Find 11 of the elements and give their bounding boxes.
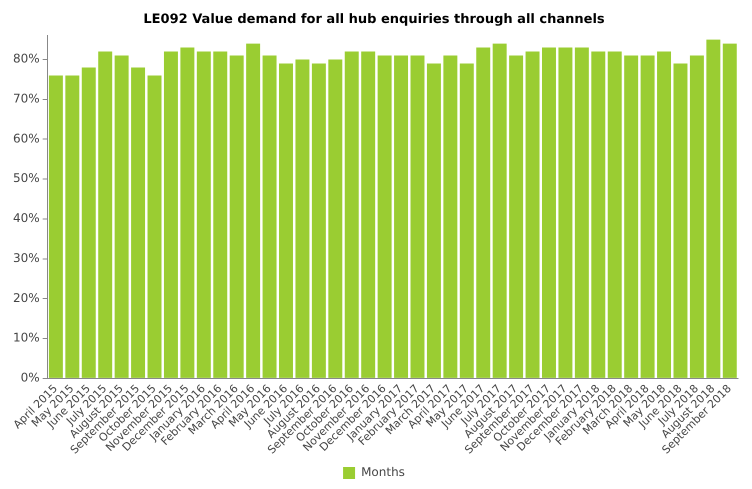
- y-tick-label: 80%: [13, 52, 40, 66]
- y-tick-label: 30%: [13, 250, 40, 265]
- y-tick-label: 40%: [13, 211, 40, 226]
- y-tick-label: 0%: [20, 370, 40, 385]
- y-tick-label: 10%: [13, 330, 40, 345]
- y-tick-label: 60%: [13, 131, 40, 146]
- legend-label: Months: [361, 465, 405, 480]
- chart-title: LE092 Value demand for all hub enquiries through all channels: [143, 12, 605, 28]
- y-tick-label: 20%: [13, 290, 40, 305]
- y-tick-label: 70%: [13, 92, 40, 106]
- y-tick-label: 50%: [13, 171, 40, 186]
